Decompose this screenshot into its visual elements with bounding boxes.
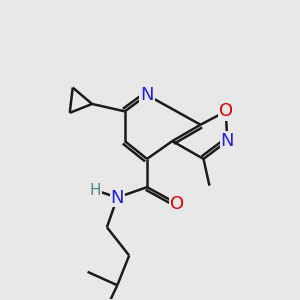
Text: O: O (219, 102, 233, 120)
Text: N: N (140, 86, 154, 104)
Text: H: H (89, 183, 101, 198)
Text: O: O (170, 194, 184, 212)
Text: N: N (220, 132, 234, 150)
Text: N: N (111, 189, 124, 207)
